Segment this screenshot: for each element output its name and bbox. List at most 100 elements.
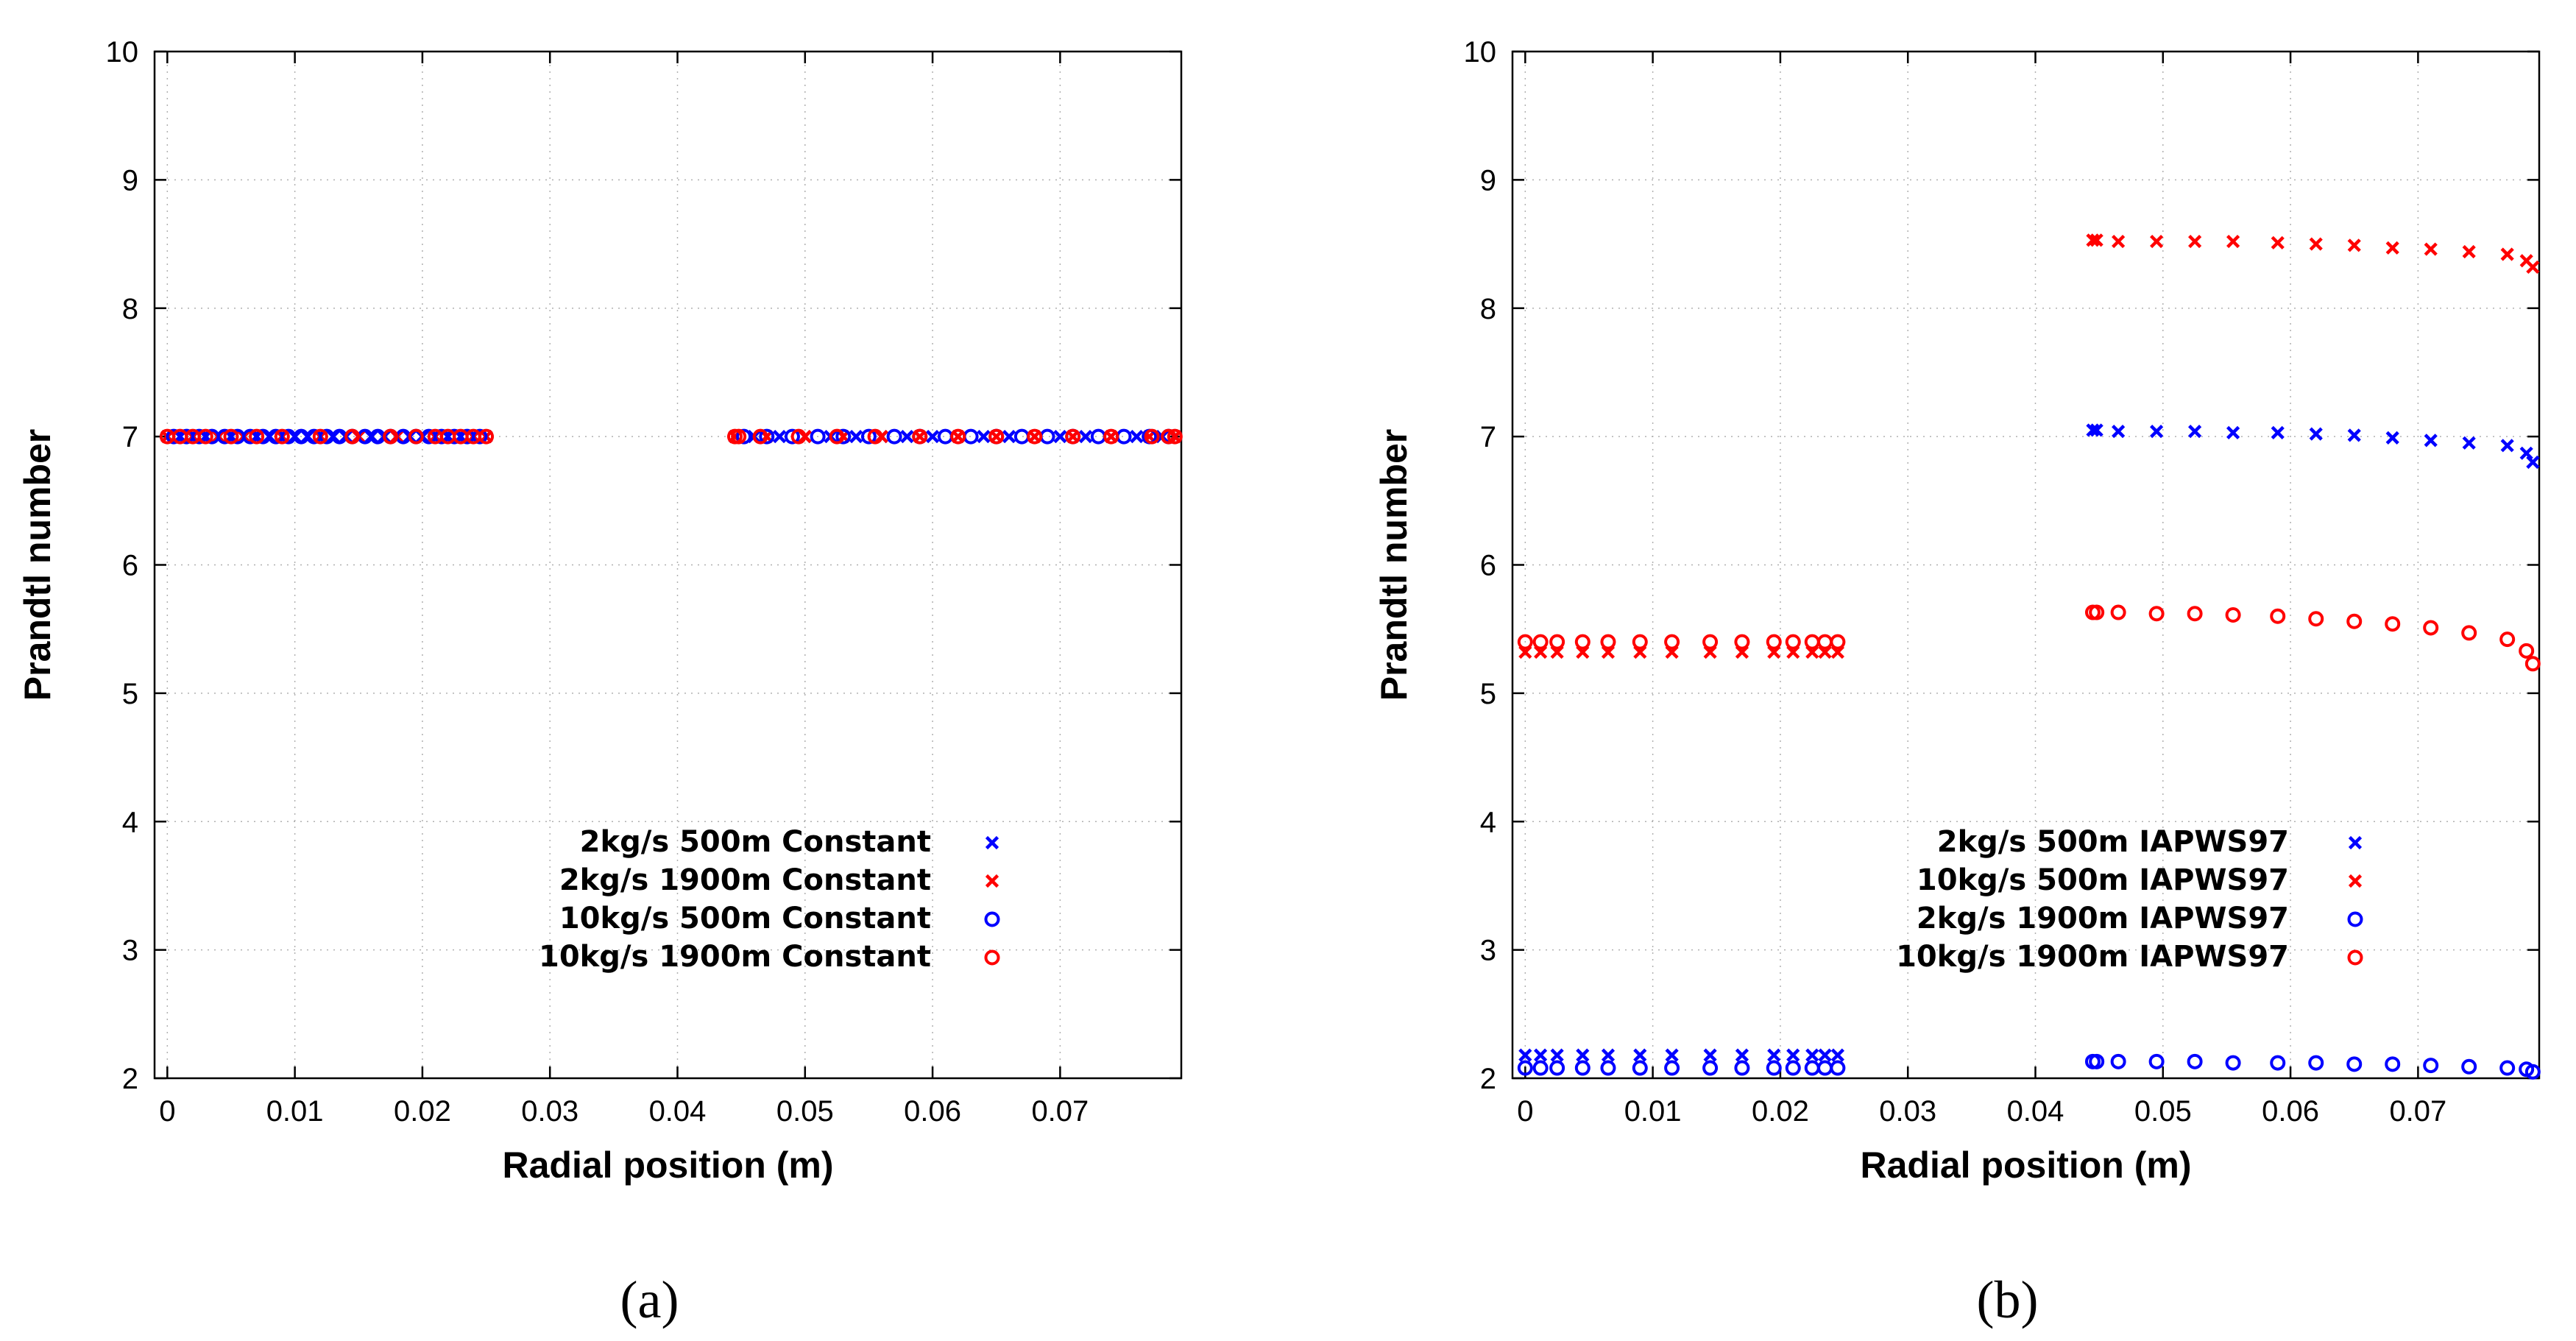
legend-label: 10kg/s 500m Constant	[559, 902, 931, 935]
y-tick-label: 10	[1464, 36, 1497, 68]
legend-marker	[984, 911, 1000, 927]
data-point	[2188, 425, 2202, 439]
data-point	[1167, 428, 1183, 445]
y-axis-label: Prandtl number	[1373, 429, 1415, 701]
x-tick-label: 0.02	[1752, 1095, 1809, 1128]
x-tick-label: 0.01	[266, 1095, 324, 1128]
data-point	[1065, 428, 1081, 445]
data-point	[274, 428, 290, 445]
data-point	[2308, 611, 2324, 627]
data-point	[2086, 423, 2100, 437]
data-point	[2225, 1055, 2241, 1071]
chart-panel-a: 2 3 4 5 6 7 8 9 10 0 0.01 0.02 0.03 0.04 0.05 0.06 0.07 R…	[17, 36, 1183, 1329]
data-point	[1002, 430, 1016, 444]
data-point	[1702, 634, 1719, 650]
data-point	[2110, 604, 2126, 620]
data-point	[829, 428, 845, 445]
data-point	[2309, 427, 2323, 441]
data-point	[1550, 1048, 1564, 1062]
data-point	[2385, 1056, 2401, 1072]
data-point	[1735, 1048, 1749, 1062]
data-point	[1517, 1060, 1533, 1076]
data-point	[344, 428, 361, 445]
y-tick-label: 9	[122, 164, 138, 197]
x-tick-label: 0.03	[1879, 1095, 1936, 1128]
x-tick-label: 0.05	[2134, 1095, 2192, 1128]
data-point	[2226, 234, 2240, 249]
x-tick-label: 0.03	[521, 1095, 578, 1128]
data-point	[408, 428, 424, 445]
data-point	[1664, 634, 1680, 650]
data-point	[2462, 436, 2476, 450]
data-point	[1576, 1048, 1590, 1062]
data-point	[1830, 1060, 1846, 1076]
data-point	[2424, 434, 2438, 447]
data-point	[2271, 236, 2285, 250]
legend-label: 2kg/s 1900m IAPWS97	[1917, 902, 2289, 935]
x-tick-label: 0	[1517, 1095, 1533, 1128]
data-point	[1103, 428, 1119, 445]
x-tick-label: 0.06	[904, 1095, 961, 1128]
data-point	[1664, 1060, 1680, 1076]
data-point	[2385, 241, 2399, 255]
data-point	[312, 428, 328, 445]
data-point	[2089, 1053, 2105, 1069]
legend-marker	[984, 949, 1000, 966]
data-point	[2499, 631, 2516, 648]
data-point	[1549, 1060, 1565, 1076]
y-tick-label: 8	[122, 293, 138, 325]
data-point	[2188, 234, 2202, 249]
data-point	[1534, 1048, 1548, 1062]
data-point	[2500, 439, 2514, 453]
data-point	[1632, 1060, 1648, 1076]
data-point	[2187, 606, 2203, 622]
data-point	[2526, 455, 2540, 470]
data-point	[197, 428, 213, 445]
data-point	[2110, 1053, 2126, 1069]
y-tick-label: 7	[1480, 421, 1496, 453]
data-point	[2500, 247, 2514, 261]
legend-marker	[2347, 949, 2363, 966]
y-tick-label: 6	[122, 550, 138, 582]
y-tick-label: 10	[106, 36, 139, 68]
data-point	[2423, 1058, 2439, 1074]
data-point	[2423, 620, 2439, 636]
y-tick-label: 9	[1480, 164, 1496, 197]
data-point	[1818, 1048, 1832, 1062]
data-point	[2385, 431, 2399, 445]
data-point	[2270, 1055, 2286, 1071]
data-point	[2090, 233, 2103, 247]
y-tick-label: 7	[122, 421, 138, 453]
data-point	[2346, 1056, 2363, 1072]
data-point	[1632, 634, 1648, 650]
x-axis-label: Radial position (m)	[503, 1144, 834, 1186]
data-point	[1785, 634, 1801, 650]
data-point	[1601, 1048, 1616, 1062]
data-point	[2150, 425, 2164, 439]
data-point	[950, 428, 966, 445]
data-point	[1665, 1048, 1679, 1062]
data-point	[472, 428, 488, 445]
data-point	[731, 428, 747, 445]
legend-marker	[2348, 835, 2363, 850]
data-point	[752, 428, 768, 445]
data-point	[1785, 1060, 1801, 1076]
data-point	[835, 428, 852, 445]
x-tick-label: 0.06	[2262, 1095, 2319, 1128]
data-point	[249, 428, 265, 445]
data-point	[1600, 634, 1616, 650]
data-point	[1805, 1048, 1819, 1062]
data-point	[1702, 1060, 1719, 1076]
data-point	[773, 430, 787, 444]
data-point	[1633, 1048, 1647, 1062]
data-point	[736, 428, 752, 445]
x-tick-label: 0.02	[394, 1095, 451, 1128]
data-point	[2347, 238, 2361, 252]
data-point	[1518, 1048, 1532, 1062]
data-point	[1144, 428, 1160, 445]
data-point	[2524, 656, 2541, 672]
y-tick-label: 2	[1480, 1063, 1496, 1095]
data-point	[2385, 616, 2401, 632]
data-point	[1574, 634, 1590, 650]
